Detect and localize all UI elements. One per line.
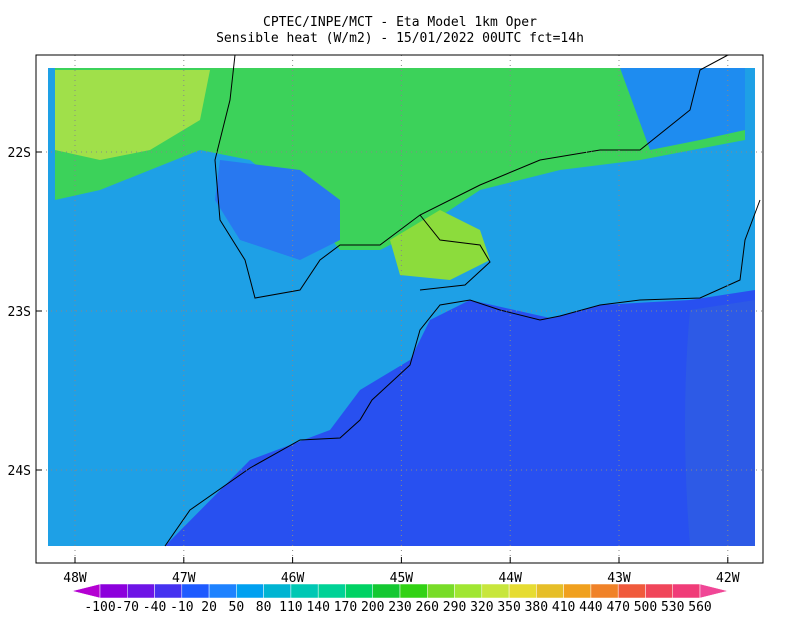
lon-label: 44W <box>498 571 522 586</box>
colorbar-box <box>399 583 428 599</box>
land-blue <box>620 68 745 150</box>
colorbar-label: 440 <box>579 600 602 615</box>
colorbar-label: -100 <box>84 600 115 615</box>
colorbar-box <box>127 583 155 599</box>
colorbar-label: 410 <box>552 600 575 615</box>
colorbar-box <box>154 583 183 599</box>
colorbar-box <box>508 583 537 599</box>
colorbar-label: 350 <box>497 600 520 615</box>
title-line: CPTEC/INPE/MCT - Eta Model 1km Oper <box>263 15 537 30</box>
colorbar: -100 -70 -40 -10 20 50 80 110 140 170 200 230 260 290… <box>71 583 729 615</box>
lat-label: 22S <box>8 146 31 161</box>
colorbar-box <box>645 583 673 599</box>
ocean <box>165 290 755 546</box>
colorbar-box <box>617 583 646 599</box>
colorbar-label: 110 <box>279 600 302 615</box>
colorbar-box <box>181 583 210 599</box>
lon-label: 45W <box>390 571 414 586</box>
land-blue <box>215 160 340 260</box>
colorbar-label: 470 <box>606 600 629 615</box>
colorbar-label: 500 <box>634 600 657 615</box>
lat-label: 23S <box>8 305 31 320</box>
colorbar-label: 80 <box>256 600 272 615</box>
colorbar-label: 50 <box>229 600 245 615</box>
lon-label: 42W <box>716 571 740 586</box>
lon-label: 43W <box>607 571 631 586</box>
colorbar-box <box>345 583 373 599</box>
colorbar-label: 140 <box>306 600 329 615</box>
lon-label: 48W <box>63 571 87 586</box>
frame <box>35 54 764 564</box>
colorbar-label: 20 <box>201 600 217 615</box>
colorbar-label: 560 <box>688 600 711 615</box>
colorbar-label: 200 <box>361 600 384 615</box>
colorbar-label: 290 <box>443 600 466 615</box>
title-line: Sensible heat (W/m2) - 15/01/2022 00UTC … <box>216 31 584 46</box>
colorbar-box <box>372 583 401 599</box>
colorbar-label: 320 <box>470 600 493 615</box>
field <box>48 68 755 546</box>
colorbar-box <box>427 583 455 599</box>
colorbar-box <box>481 583 510 599</box>
colorbar-box <box>672 583 701 599</box>
colorbar-box <box>290 583 319 599</box>
grid <box>36 55 763 563</box>
colorbar-box <box>208 583 237 599</box>
colorbar-box <box>590 583 619 599</box>
colorbar-label: 260 <box>416 600 439 615</box>
colorbar-box <box>263 583 292 599</box>
colorbar-box <box>454 583 483 599</box>
colorbar-label: 380 <box>525 600 548 615</box>
lon-label: 47W <box>172 571 196 586</box>
ocean-edge <box>685 300 755 546</box>
colorbar-end <box>71 583 101 599</box>
land-green <box>55 68 745 250</box>
colorbar-box <box>317 583 346 599</box>
colorbar-box <box>563 583 592 599</box>
land-yellow <box>390 210 490 280</box>
lon-label: 46W <box>281 571 305 586</box>
colorbar-label: -10 <box>170 600 193 615</box>
colorbar-end <box>699 583 729 599</box>
border <box>214 54 729 299</box>
colorbar-box <box>99 583 128 599</box>
colorbar-label: 170 <box>334 600 357 615</box>
coastline <box>164 199 761 547</box>
colorbar-label: -40 <box>143 600 166 615</box>
land-yellow <box>55 70 210 160</box>
colorbar-box <box>236 583 264 599</box>
lat-label: 24S <box>8 464 31 479</box>
colorbar-box <box>536 583 564 599</box>
colorbar-label: -70 <box>116 600 139 615</box>
colorbar-label: 230 <box>388 600 411 615</box>
colorbar-label: 530 <box>661 600 684 615</box>
